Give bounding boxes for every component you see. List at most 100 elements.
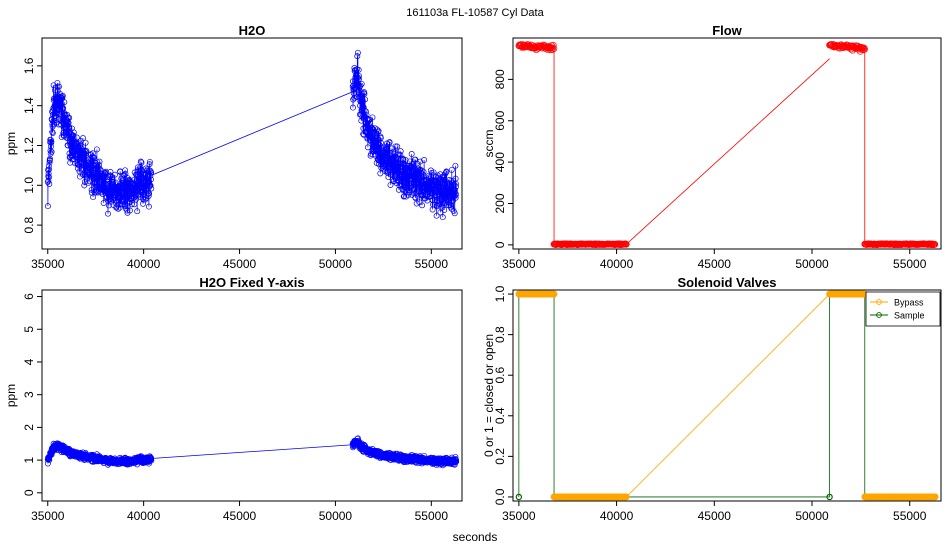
data-point — [392, 143, 399, 150]
data-point — [82, 148, 89, 155]
bypass-bridge-line — [626, 293, 830, 498]
data-point — [137, 158, 144, 165]
data-point — [448, 206, 455, 213]
data-point — [61, 99, 68, 106]
sample-point — [826, 493, 833, 501]
data-point — [446, 180, 453, 187]
data-point — [62, 111, 69, 118]
plot-frame — [41, 289, 463, 502]
data-point — [122, 170, 129, 177]
data-point — [107, 169, 114, 175]
plot-frame — [512, 37, 942, 250]
data-point — [357, 82, 364, 89]
data-point — [90, 154, 97, 161]
data-point — [433, 212, 440, 219]
data-point — [122, 205, 129, 212]
bypass-run — [827, 291, 867, 298]
data-point — [45, 170, 52, 177]
data-point — [122, 203, 129, 210]
data-point — [549, 41, 557, 49]
data-point — [48, 148, 55, 155]
data-point — [145, 193, 152, 199]
plot-area — [44, 435, 460, 469]
data-point — [358, 80, 365, 87]
data-point — [147, 182, 154, 189]
data-point — [107, 172, 114, 179]
data-point — [453, 183, 460, 190]
legend-marker — [876, 299, 882, 305]
data-point — [452, 194, 459, 201]
data-point — [121, 202, 128, 209]
legend-marker — [876, 312, 882, 318]
data-point — [452, 180, 459, 187]
data-point — [360, 90, 367, 97]
data-point — [95, 189, 102, 196]
y-tick-label: 600 — [493, 110, 507, 130]
data-point — [861, 45, 868, 53]
x-tick-label: 50000 — [795, 509, 829, 523]
data-point — [46, 159, 53, 166]
x-tick-label: 55000 — [893, 509, 927, 523]
data-point — [79, 165, 86, 172]
plot-area — [515, 290, 939, 501]
x-tick-label: 40000 — [600, 257, 634, 271]
x-tick-label: 35000 — [31, 257, 65, 271]
data-point — [351, 95, 358, 102]
bypass-run — [552, 493, 629, 500]
data-point — [66, 124, 73, 131]
data-point — [420, 168, 427, 175]
data-point — [146, 158, 153, 165]
data-point — [76, 154, 83, 161]
data-point — [374, 140, 381, 147]
data-point — [80, 135, 86, 142]
panel-title: Solenoid Valves — [678, 275, 777, 290]
data-point — [132, 196, 139, 203]
data-point — [141, 186, 148, 193]
data-point — [148, 176, 154, 183]
data-point — [399, 187, 406, 193]
data-point — [126, 207, 133, 214]
data-point — [128, 195, 135, 202]
y-tick-label: 0.2 — [493, 448, 507, 465]
panel-solenoid-valves: Solenoid Valves 35000 40000 45000 50000 55000… — [482, 275, 942, 523]
data-point — [386, 150, 393, 156]
data-point — [142, 196, 149, 203]
data-point — [363, 111, 370, 118]
data-point — [72, 152, 79, 159]
data-point — [378, 140, 384, 146]
data-point — [92, 165, 99, 172]
panel-h2o-fixed: H2O Fixed Y-axis 35000 40000 45000 50000 5500… — [4, 275, 463, 523]
legend: Bypass Sample — [865, 291, 941, 327]
data-point — [367, 137, 374, 144]
data-point — [46, 181, 53, 187]
data-point — [447, 202, 454, 209]
data-point — [116, 187, 123, 194]
x-tick-label: 50000 — [319, 257, 353, 271]
data-point — [45, 173, 52, 180]
data-point — [355, 66, 362, 73]
data-point — [146, 190, 153, 197]
data-point — [72, 154, 79, 161]
y-tick-label: 5 — [22, 326, 36, 333]
data-point — [440, 174, 447, 181]
x-tick-label: 45000 — [223, 257, 257, 271]
x-tick-label: 45000 — [698, 509, 732, 523]
figure-xlabel: seconds — [453, 530, 498, 544]
data-point — [47, 147, 54, 154]
y-tick-label: 0 — [22, 489, 36, 496]
data-point — [856, 44, 864, 52]
data-point — [419, 171, 426, 178]
data-point — [45, 177, 52, 184]
data-point — [102, 168, 109, 175]
data-point — [354, 53, 361, 60]
data-point — [137, 165, 144, 172]
data-point — [412, 156, 419, 163]
figure-suptitle: 161103a FL-10587 Cyl Data — [406, 7, 544, 19]
y-tick-label: 200 — [493, 193, 507, 213]
y-tick-label: 0.8 — [493, 326, 507, 343]
data-point — [111, 171, 118, 178]
data-point — [392, 171, 399, 178]
panel-h2o: H2O 35000 40000 45000 50000 55000 0.8 1.0 1.2 1.4… — [4, 23, 463, 271]
data-point — [397, 148, 404, 155]
